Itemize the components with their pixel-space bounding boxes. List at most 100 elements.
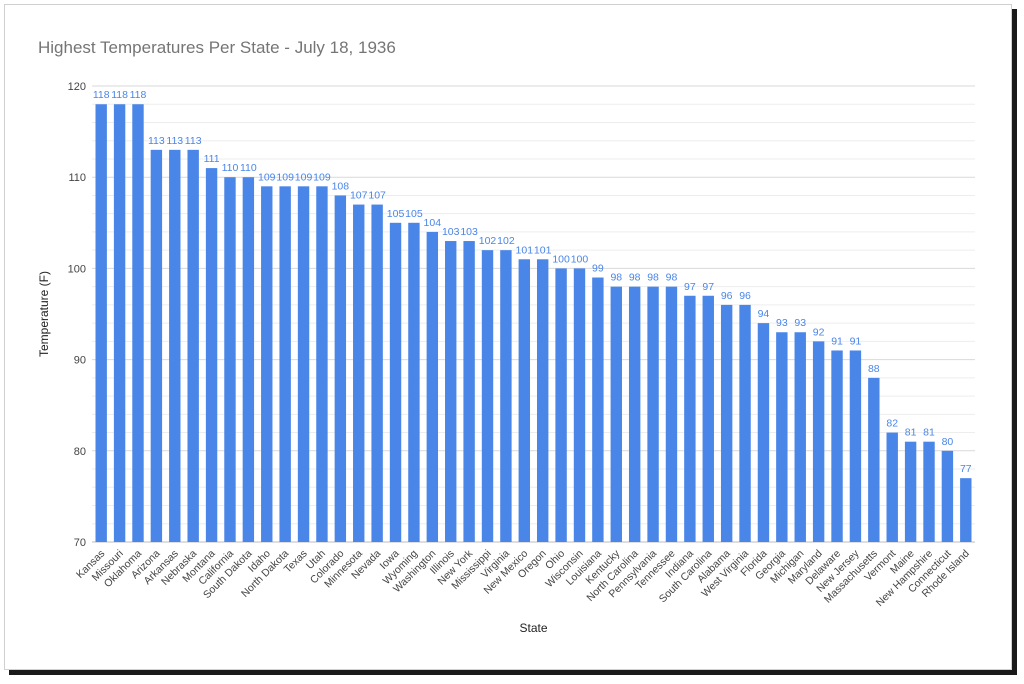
data-label: 109 <box>313 171 331 183</box>
x-axis-title: State <box>519 621 547 635</box>
bar <box>95 104 107 543</box>
bar <box>849 350 862 542</box>
data-label: 113 <box>166 135 183 147</box>
y-tick-label: 80 <box>74 446 86 458</box>
data-label: 93 <box>794 317 806 329</box>
data-label: 81 <box>905 427 917 439</box>
data-label: 82 <box>886 418 898 430</box>
data-label: 103 <box>442 226 460 238</box>
bar <box>776 332 788 542</box>
y-axis-title: Temperature (F) <box>37 271 51 357</box>
data-label: 118 <box>93 89 110 101</box>
data-label: 92 <box>813 326 825 338</box>
data-label: 111 <box>204 153 220 165</box>
data-label: 103 <box>460 226 478 238</box>
y-tick-label: 90 <box>74 355 86 367</box>
bar <box>297 186 310 542</box>
bar <box>592 277 604 542</box>
data-label: 104 <box>424 217 442 229</box>
bar <box>702 295 714 542</box>
y-tick-label: 70 <box>74 537 86 549</box>
data-label: 109 <box>295 171 313 183</box>
data-label: 99 <box>592 263 604 275</box>
data-label: 81 <box>923 427 935 439</box>
data-label: 93 <box>776 317 788 329</box>
bar <box>536 259 549 542</box>
bar <box>923 441 935 542</box>
data-label: 110 <box>222 162 239 174</box>
bar <box>960 478 972 542</box>
data-label: 113 <box>185 135 202 147</box>
bar <box>187 149 199 542</box>
bar <box>831 350 843 542</box>
y-tick-label: 120 <box>68 81 86 93</box>
data-label: 98 <box>647 272 659 284</box>
data-label: 96 <box>721 290 733 302</box>
data-label: 107 <box>368 190 386 202</box>
data-label: 102 <box>497 235 515 247</box>
data-label: 97 <box>702 281 714 293</box>
bar <box>555 268 567 542</box>
bar <box>518 259 531 542</box>
bar <box>886 432 898 542</box>
bar <box>169 149 181 542</box>
bar <box>445 241 457 543</box>
y-tick-label: 100 <box>68 263 86 275</box>
bar <box>739 304 751 542</box>
data-label: 98 <box>610 272 622 284</box>
bar <box>684 295 696 542</box>
bar <box>132 104 144 543</box>
bar <box>408 222 420 543</box>
data-label: 109 <box>276 171 294 183</box>
data-label: 108 <box>332 180 350 192</box>
data-label: 94 <box>758 308 770 320</box>
bar <box>334 195 347 542</box>
data-label: 96 <box>739 290 751 302</box>
bar <box>316 186 328 542</box>
bar <box>794 332 806 542</box>
data-label: 110 <box>240 162 257 174</box>
bar <box>389 222 402 543</box>
bar <box>353 204 365 542</box>
data-label: 118 <box>111 89 128 101</box>
data-label: 107 <box>350 190 368 202</box>
bar <box>757 323 770 542</box>
data-label: 100 <box>552 253 570 265</box>
data-label: 101 <box>516 244 534 256</box>
bar <box>113 104 126 543</box>
data-label: 109 <box>258 171 276 183</box>
bar <box>647 286 659 542</box>
bar <box>205 168 218 542</box>
data-label: 102 <box>479 235 497 247</box>
data-label: 88 <box>868 363 880 375</box>
bar <box>665 286 678 542</box>
chart-title: Highest Temperatures Per State - July 18… <box>38 38 396 57</box>
bar <box>720 304 733 542</box>
data-label: 98 <box>666 272 678 284</box>
bar <box>610 286 622 542</box>
bar <box>150 149 163 542</box>
y-tick-label: 110 <box>68 172 86 184</box>
data-label: 97 <box>684 281 696 293</box>
bar <box>224 177 236 542</box>
data-label: 91 <box>850 335 862 347</box>
bar <box>868 377 880 542</box>
data-label: 105 <box>405 208 423 220</box>
bar <box>279 186 291 542</box>
bar <box>812 341 825 542</box>
bar <box>628 286 641 542</box>
data-label: 91 <box>831 335 843 347</box>
data-label: 101 <box>534 244 552 256</box>
bar <box>261 186 273 542</box>
data-label: 105 <box>387 208 405 220</box>
data-label: 98 <box>629 272 641 284</box>
bar <box>481 250 494 542</box>
bar <box>463 241 475 543</box>
bar <box>941 450 954 542</box>
bar <box>500 250 512 542</box>
data-label: 100 <box>571 253 589 265</box>
data-label: 113 <box>148 135 165 147</box>
bar <box>904 441 917 542</box>
data-label: 80 <box>942 436 954 448</box>
